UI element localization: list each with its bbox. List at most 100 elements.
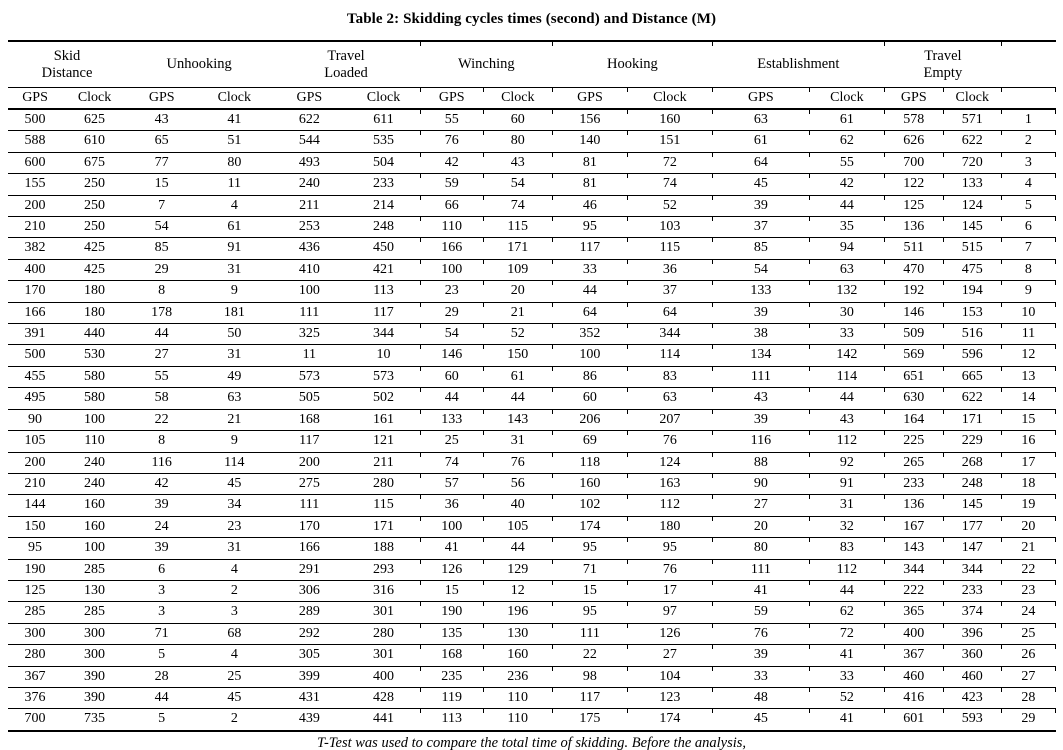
table-row: 155 250 15 11 240 233 59 54 81 74 45 42 122 133 4	[7, 173, 1056, 196]
data-cell: 626	[884, 130, 944, 153]
data-cell: 68	[196, 623, 272, 646]
row-number-cell: 11	[1001, 323, 1056, 346]
data-cell: 33	[809, 323, 885, 346]
data-cell: 100	[62, 409, 127, 432]
table-row: 144 160 39 34 111 115 36 40 102 112 27 31 136 145 19	[7, 494, 1056, 517]
table-row: 382 425 85 91 436 450 166 171 117 115 85 94 511 515 7	[7, 237, 1056, 260]
data-cell: 100	[62, 537, 127, 560]
data-cell: 236	[483, 666, 553, 688]
data-cell: 493	[271, 152, 347, 175]
data-cell: 6	[126, 559, 197, 581]
subheader-row-number	[1001, 87, 1056, 110]
data-cell: 174	[552, 516, 628, 539]
data-cell: 115	[483, 216, 553, 239]
data-cell: 428	[346, 687, 421, 710]
subheader-gps-8: GPS	[552, 87, 628, 110]
table-row: 200 240 116 114 200 211 74 76 118 124 88 92 265 268 17	[7, 452, 1056, 474]
data-cell: 17	[627, 580, 713, 603]
data-cell: 43	[126, 109, 197, 132]
column-group-hooking: Hooking	[552, 41, 713, 88]
data-cell: 113	[420, 708, 484, 732]
data-cell: 181	[196, 302, 272, 325]
data-cell: 62	[809, 130, 885, 153]
data-cell: 300	[62, 644, 127, 667]
data-cell: 55	[420, 109, 484, 132]
data-cell: 46	[552, 195, 628, 218]
data-cell: 194	[943, 280, 1002, 303]
table-row: 500 530 27 31 11 10 146 150 100 114 134 142 569 596 12	[7, 344, 1056, 367]
data-cell: 192	[884, 280, 944, 303]
data-cell: 62	[809, 601, 885, 624]
data-cell: 112	[809, 559, 885, 581]
data-cell: 64	[627, 302, 713, 325]
data-cell: 178	[126, 302, 197, 325]
data-cell: 166	[271, 537, 347, 560]
table-row: 455 580 55 49 573 573 60 61 86 83 111 114 651 665 13	[7, 366, 1056, 389]
data-cell: 161	[346, 409, 421, 432]
column-group-travel-empty: Travel Empty	[884, 41, 1002, 88]
data-cell: 622	[271, 109, 347, 132]
data-cell: 475	[943, 259, 1002, 282]
data-cell: 144	[7, 494, 63, 517]
data-cell: 97	[627, 601, 713, 624]
data-cell: 111	[271, 302, 347, 325]
data-cell: 72	[627, 152, 713, 175]
data-cell: 625	[62, 109, 127, 132]
row-number-cell: 8	[1001, 259, 1056, 282]
data-cell: 126	[627, 623, 713, 646]
data-cell: 45	[196, 473, 272, 496]
data-cell: 306	[271, 580, 347, 603]
data-cell: 39	[712, 409, 810, 432]
data-cell: 4	[196, 559, 272, 581]
column-group-winching: Winching	[420, 41, 553, 88]
data-cell: 111	[271, 494, 347, 517]
data-cell: 104	[627, 666, 713, 688]
data-cell: 180	[62, 280, 127, 303]
data-cell: 280	[7, 644, 63, 667]
data-cell: 44	[809, 580, 885, 603]
data-cell: 12	[483, 580, 553, 603]
data-cell: 431	[271, 687, 347, 710]
data-cell: 61	[809, 109, 885, 132]
data-cell: 455	[7, 366, 63, 389]
data-cell: 57	[420, 473, 484, 496]
data-cell: 23	[420, 280, 484, 303]
data-cell: 109	[483, 259, 553, 282]
data-cell: 4	[196, 644, 272, 667]
data-cell: 43	[712, 387, 810, 410]
data-cell: 275	[271, 473, 347, 496]
data-cell: 72	[809, 623, 885, 646]
table-row: 95 100 39 31 166 188 41 44 95 95 80 83 143 147 21	[7, 537, 1056, 560]
data-cell: 200	[271, 452, 347, 474]
data-cell: 240	[62, 452, 127, 474]
data-cell: 25	[420, 430, 484, 453]
data-cell: 600	[7, 152, 63, 175]
data-cell: 400	[7, 259, 63, 282]
row-number-cell: 20	[1001, 516, 1056, 539]
data-cell: 61	[196, 216, 272, 239]
data-cell: 27	[627, 644, 713, 667]
data-cell: 160	[552, 473, 628, 496]
data-cell: 110	[483, 708, 553, 732]
data-cell: 59	[712, 601, 810, 624]
data-cell: 365	[884, 601, 944, 624]
data-cell: 112	[627, 494, 713, 517]
data-cell: 31	[196, 259, 272, 282]
data-cell: 44	[483, 537, 553, 560]
data-cell: 44	[126, 687, 197, 710]
row-number-cell: 4	[1001, 173, 1056, 196]
data-cell: 37	[627, 280, 713, 303]
data-cell: 61	[483, 366, 553, 389]
table-row: 105 110 8 9 117 121 25 31 69 76 116 112 225 229 16	[7, 430, 1056, 453]
table-row: 367 390 28 25 399 400 235 236 98 104 33 33 460 460 27	[7, 666, 1056, 688]
data-cell: 77	[126, 152, 197, 175]
footer-note: T-Test was used to compare the total tim…	[316, 734, 747, 750]
data-cell: 64	[552, 302, 628, 325]
data-cell: 150	[7, 516, 63, 539]
subheader-clock-3: Clock	[196, 87, 272, 110]
data-cell: 32	[809, 516, 885, 539]
row-number-cell: 22	[1001, 559, 1056, 581]
data-cell: 436	[271, 237, 347, 260]
data-cell: 210	[7, 473, 63, 496]
